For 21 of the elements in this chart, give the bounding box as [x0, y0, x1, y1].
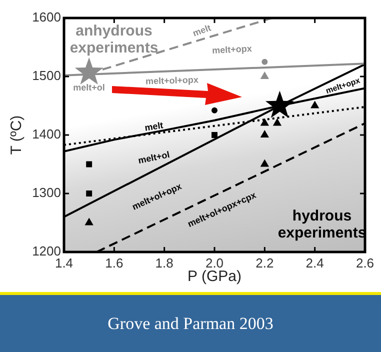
y-tick-label: 1300 — [32, 185, 61, 200]
text: Grove and Parman 2003 — [0, 295, 381, 352]
x-tick-label: 1.6 — [105, 255, 124, 270]
x-tick-label: 2.2 — [256, 255, 274, 270]
annotation: melt+opx — [212, 44, 252, 56]
annotation: melt — [144, 120, 164, 133]
y-axis-title: T (ºC) — [8, 115, 26, 155]
y-tick-label: 1400 — [32, 126, 61, 142]
x-axis-title: P (GPa) — [188, 268, 242, 286]
x-tick-label: 2.6 — [356, 255, 374, 270]
y-tick-label: 1600 — [32, 10, 61, 25]
x-tick-label: 2.0 — [205, 255, 224, 270]
annotation: melt+ol — [137, 149, 170, 166]
annotation: hydrous experiments — [278, 208, 366, 242]
x-tick-label: 1.8 — [155, 255, 174, 270]
y-tick-label: 1500 — [32, 68, 61, 84]
annotation: melt — [191, 22, 212, 38]
x-tick-label: 2.4 — [306, 255, 324, 270]
annotation: melt+ol+opx — [145, 74, 199, 86]
annotation: melt+ol — [73, 82, 105, 92]
annotation: anhydrous experiments — [70, 22, 158, 57]
